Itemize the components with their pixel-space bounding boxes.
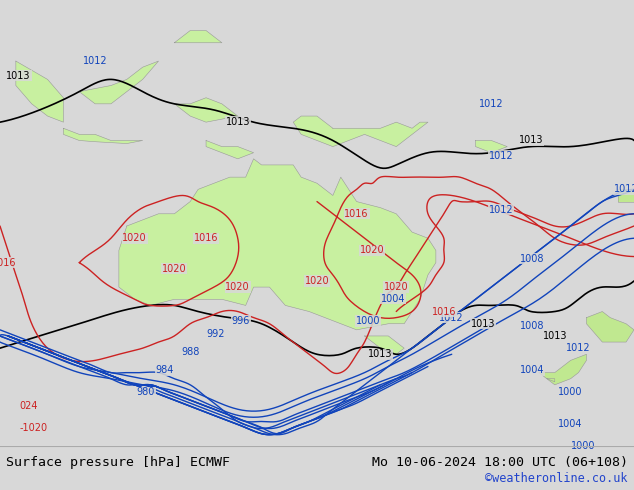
Text: 1016: 1016 xyxy=(344,209,369,219)
Polygon shape xyxy=(79,61,158,104)
Polygon shape xyxy=(586,312,634,342)
Text: 988: 988 xyxy=(181,347,199,357)
Text: 1013: 1013 xyxy=(6,71,31,81)
Polygon shape xyxy=(119,159,436,330)
Polygon shape xyxy=(63,128,143,144)
Polygon shape xyxy=(174,30,222,43)
Polygon shape xyxy=(16,61,63,122)
Polygon shape xyxy=(618,189,634,201)
Text: 1000: 1000 xyxy=(571,441,595,451)
Text: 1016: 1016 xyxy=(0,258,16,268)
Text: Surface pressure [hPa] ECMWF: Surface pressure [hPa] ECMWF xyxy=(6,456,230,469)
Text: 1012: 1012 xyxy=(489,204,513,215)
Text: 1013: 1013 xyxy=(368,349,392,359)
Text: 1013: 1013 xyxy=(519,136,543,146)
Polygon shape xyxy=(547,379,555,382)
Text: 1004: 1004 xyxy=(521,365,545,375)
Polygon shape xyxy=(476,141,507,153)
Text: 1020: 1020 xyxy=(122,233,147,243)
Polygon shape xyxy=(174,98,238,122)
Text: 1000: 1000 xyxy=(356,316,380,326)
Text: 1013: 1013 xyxy=(543,331,567,341)
Text: 996: 996 xyxy=(232,316,250,326)
Polygon shape xyxy=(206,141,254,159)
Text: 1016: 1016 xyxy=(194,233,218,243)
Text: 1013: 1013 xyxy=(226,117,250,127)
Text: 1008: 1008 xyxy=(521,320,545,331)
Text: 1008: 1008 xyxy=(521,254,545,264)
Polygon shape xyxy=(539,354,586,385)
Text: 984: 984 xyxy=(156,365,174,375)
Polygon shape xyxy=(365,336,404,354)
Text: 1013: 1013 xyxy=(471,318,496,329)
Text: 1012: 1012 xyxy=(83,56,107,66)
Text: 1012: 1012 xyxy=(614,184,634,195)
Text: 024: 024 xyxy=(19,401,37,411)
Text: 1020: 1020 xyxy=(226,282,250,292)
Text: 1004: 1004 xyxy=(559,418,583,429)
Text: 980: 980 xyxy=(137,388,155,397)
Text: 1016: 1016 xyxy=(432,307,456,317)
Text: 1000: 1000 xyxy=(559,388,583,397)
Text: -1020: -1020 xyxy=(19,423,47,433)
Text: ©weatheronline.co.uk: ©weatheronline.co.uk xyxy=(485,472,628,485)
Text: 1012: 1012 xyxy=(566,343,591,353)
Text: 1020: 1020 xyxy=(384,282,408,292)
Text: 1012: 1012 xyxy=(479,99,503,109)
Text: 1012: 1012 xyxy=(439,313,464,322)
Text: 1020: 1020 xyxy=(360,245,385,255)
Text: 1012: 1012 xyxy=(489,151,513,161)
Text: 1020: 1020 xyxy=(305,276,329,286)
Text: Mo 10-06-2024 18:00 UTC (06+108): Mo 10-06-2024 18:00 UTC (06+108) xyxy=(372,456,628,469)
Polygon shape xyxy=(293,116,428,147)
Text: 1020: 1020 xyxy=(162,264,186,274)
Text: 1004: 1004 xyxy=(381,294,405,304)
Text: 992: 992 xyxy=(206,329,225,340)
